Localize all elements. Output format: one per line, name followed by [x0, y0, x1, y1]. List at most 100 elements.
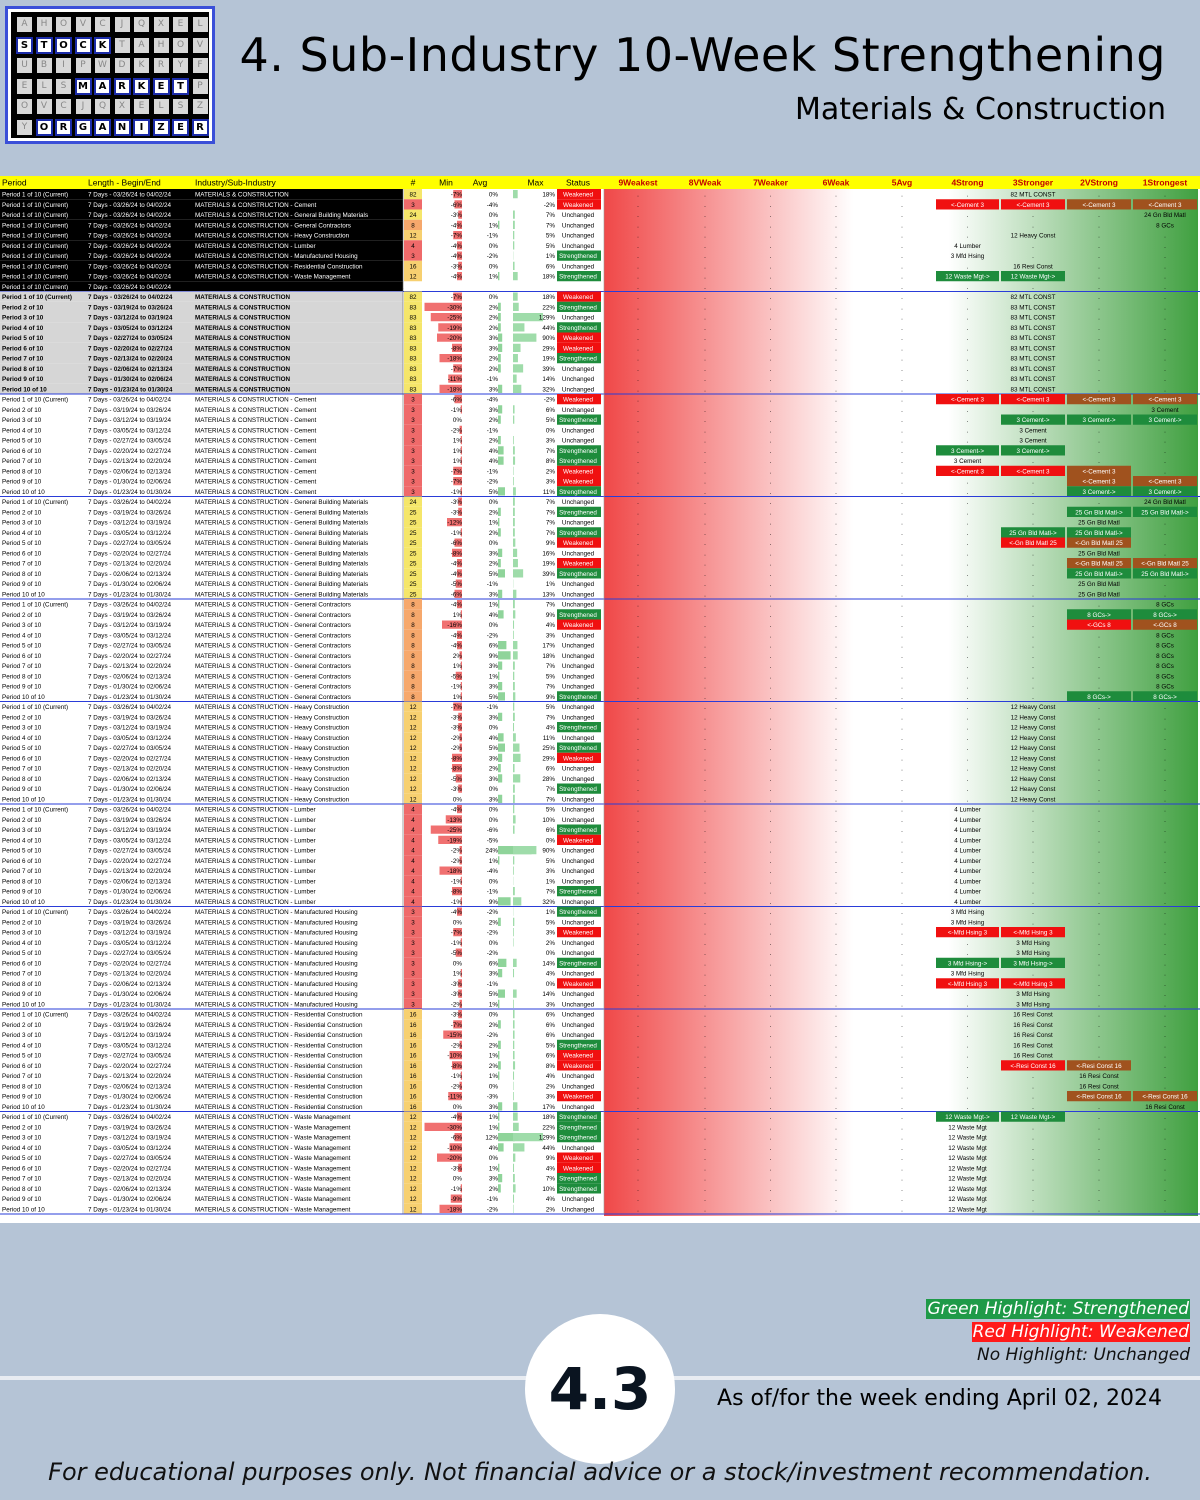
- count-cell: 83: [409, 376, 417, 383]
- empty-dot: .: [770, 1063, 772, 1070]
- empty-dot: .: [1164, 263, 1166, 270]
- status-cell: Unchanged: [562, 735, 595, 742]
- logo-tile: Q: [134, 17, 149, 32]
- empty-dot: .: [835, 909, 837, 916]
- empty-dot: .: [770, 397, 772, 404]
- avg-cell: 3%: [489, 335, 499, 342]
- migration-highlight: [936, 394, 999, 405]
- max-bar: [513, 1102, 518, 1111]
- industry-cell: MATERIALS & CONSTRUCTION: [195, 356, 290, 363]
- status-cell: Strengthened: [559, 253, 597, 260]
- empty-dot: .: [901, 755, 903, 762]
- column-header: Avg: [473, 178, 488, 188]
- min-cell: 1%: [453, 971, 463, 978]
- empty-dot: .: [1164, 807, 1166, 814]
- empty-dot: .: [704, 233, 706, 240]
- status-cell: Unchanged: [562, 602, 595, 609]
- status-cell: Unchanged: [562, 714, 595, 721]
- avg-bar: [498, 528, 501, 537]
- period-cell: Period 2 of 10: [2, 1022, 42, 1029]
- length-cell: 7 Days - 03/26/24 to 04/02/24: [88, 222, 171, 229]
- empty-dot: .: [704, 1186, 706, 1193]
- empty-dot: .: [835, 304, 837, 311]
- band-entry: 25 Gn Bld Matl->: [1141, 571, 1189, 578]
- empty-dot: .: [1164, 274, 1166, 281]
- empty-dot: .: [637, 643, 639, 650]
- empty-dot: .: [901, 868, 903, 875]
- max-cell: 6%: [546, 1012, 556, 1019]
- industry-cell: MATERIALS & CONSTRUCTION - Manufactured …: [195, 940, 358, 947]
- empty-dot: .: [835, 827, 837, 834]
- industry-cell: MATERIALS & CONSTRUCTION - Residential C…: [195, 1042, 363, 1049]
- page-number-badge: 4.3: [525, 1314, 675, 1464]
- avg-bar: [498, 958, 507, 967]
- count-cell-fill: [404, 916, 422, 927]
- avg-bar: [498, 364, 501, 373]
- empty-dot: .: [1098, 448, 1100, 455]
- status-cell: Strengthened: [559, 571, 597, 578]
- period-cell: Period 1 of 10 (Current): [2, 263, 68, 270]
- band-entry: 12 Waste Mgt->: [1011, 1114, 1056, 1121]
- status-fill: [557, 558, 601, 569]
- empty-dot: .: [637, 192, 639, 199]
- empty-dot: .: [770, 335, 772, 342]
- industry-row-band: [0, 301, 403, 312]
- count-cell: 12: [409, 1135, 417, 1142]
- industry-row-band: [0, 312, 403, 323]
- empty-dot: .: [1032, 919, 1034, 926]
- empty-dot: .: [704, 889, 706, 896]
- min-bar: [458, 979, 462, 988]
- empty-dot: .: [967, 766, 969, 773]
- empty-dot: .: [1098, 940, 1100, 947]
- logo-tile: O: [173, 37, 188, 53]
- empty-dot: .: [637, 448, 639, 455]
- avg-cell: -1%: [487, 981, 499, 988]
- empty-dot: .: [1032, 889, 1034, 896]
- empty-dot: .: [770, 632, 772, 639]
- empty-dot: .: [835, 725, 837, 732]
- empty-dot: .: [770, 960, 772, 967]
- empty-dot: .: [901, 848, 903, 855]
- empty-dot: .: [901, 960, 903, 967]
- empty-dot: .: [637, 745, 639, 752]
- empty-dot: .: [637, 427, 639, 434]
- empty-dot: .: [1098, 735, 1100, 742]
- status-fill: [557, 486, 601, 497]
- avg-bar: [498, 487, 505, 496]
- empty-dot: .: [770, 878, 772, 885]
- band-entry: 16 Resi Const: [1145, 1104, 1185, 1111]
- status-fill: [557, 1121, 601, 1132]
- min-bar: [452, 343, 462, 352]
- length-cell: 7 Days - 02/20/24 to 02/27/24: [88, 858, 171, 865]
- avg-cell: 3%: [489, 796, 499, 803]
- count-cell-fill: [404, 722, 422, 733]
- empty-dot: .: [1098, 386, 1100, 393]
- count-cell: 8: [411, 643, 415, 650]
- band-entry: <-Cement 3: [951, 468, 985, 475]
- empty-dot: .: [1098, 1042, 1100, 1049]
- empty-dot: .: [637, 458, 639, 465]
- migration-highlight: [1001, 414, 1065, 425]
- max-cell: 14%: [542, 991, 555, 998]
- max-cell: 14%: [542, 960, 555, 967]
- empty-dot: .: [1098, 1114, 1100, 1121]
- count-cell: 8: [411, 653, 415, 660]
- empty-dot: .: [835, 858, 837, 865]
- count-cell-fill: [404, 291, 422, 302]
- min-bar: [459, 743, 462, 752]
- status-cell: Unchanged: [562, 796, 595, 803]
- empty-dot: .: [835, 684, 837, 691]
- band-entry: 16 Resi Const: [1013, 263, 1053, 270]
- empty-dot: .: [1164, 294, 1166, 301]
- count-cell: 3: [411, 981, 415, 988]
- band-entry: <-Cement 3: [1082, 479, 1116, 486]
- count-cell-fill: [404, 1050, 422, 1061]
- empty-dot: .: [704, 868, 706, 875]
- empty-dot: .: [1098, 786, 1100, 793]
- industry-cell: MATERIALS & CONSTRUCTION - Residential C…: [195, 1032, 363, 1039]
- period-cell: Period 5 of 10: [2, 643, 42, 650]
- empty-dot: .: [967, 479, 969, 486]
- empty-dot: .: [637, 632, 639, 639]
- status-fill: [557, 476, 601, 487]
- empty-dot: .: [637, 1063, 639, 1070]
